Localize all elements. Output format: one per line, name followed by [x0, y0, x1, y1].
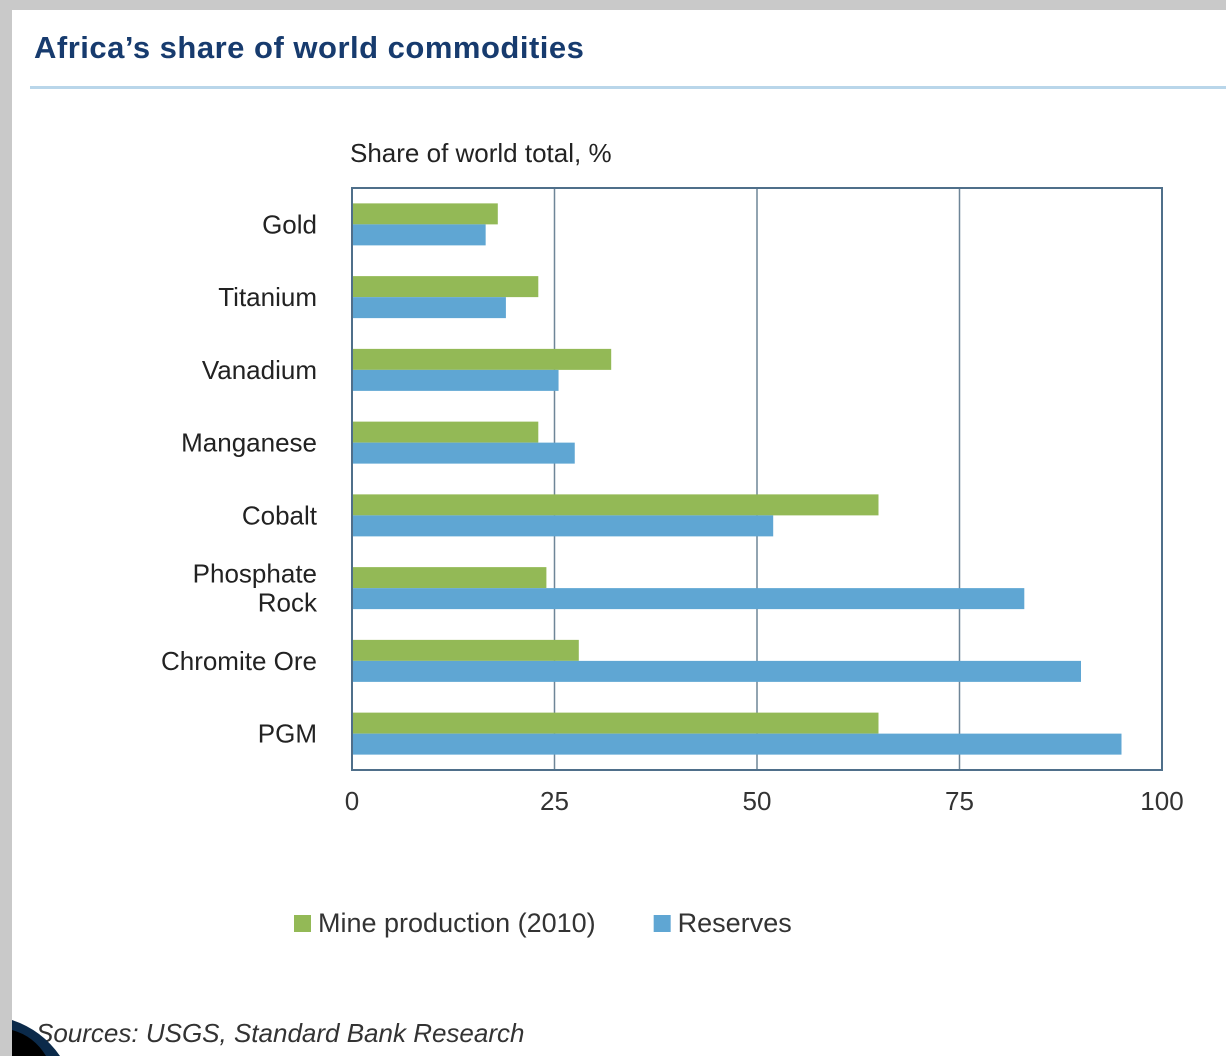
category-label: Phosphate Rock — [193, 559, 318, 618]
legend-label: Reserves — [678, 908, 792, 938]
bars — [353, 203, 1122, 755]
category-label: Vanadium — [202, 355, 317, 385]
category-label: Chromite Ore — [161, 646, 317, 676]
bar-reserves — [353, 733, 1122, 755]
title-divider — [30, 86, 1226, 89]
bar-mine-production — [353, 203, 498, 225]
decorative-swoosh — [12, 1020, 60, 1056]
category-label: Manganese — [181, 428, 317, 458]
category-label: PGM — [258, 719, 317, 749]
plot-border — [351, 187, 1163, 771]
bar-reserves — [353, 224, 486, 246]
bar-chart: Share of world total, % Gold Titanium Vana… — [161, 138, 1184, 938]
legend: Mine production (2010) Reserves — [294, 908, 792, 938]
bar-mine-production — [353, 494, 879, 516]
bar-mine-production — [353, 348, 612, 370]
grid-lines — [553, 188, 961, 770]
x-tick-label: 100 — [1140, 786, 1183, 816]
x-tick-labels: 0 25 50 75 100 — [345, 786, 1184, 816]
bar-reserves — [353, 588, 1025, 610]
bar-reserves — [353, 660, 1081, 682]
legend-label: Mine production (2010) — [318, 908, 596, 938]
x-tick-label: 50 — [743, 786, 772, 816]
bar-mine-production — [353, 276, 539, 298]
x-tick-label: 25 — [540, 786, 569, 816]
bar-reserves — [353, 297, 506, 319]
x-tick-label: 0 — [345, 786, 359, 816]
bar-mine-production — [353, 639, 579, 661]
bar-mine-production — [353, 421, 539, 443]
bar-reserves — [353, 442, 575, 464]
legend-swatch — [294, 915, 311, 932]
source-note: Sources: USGS, Standard Bank Research — [36, 1018, 525, 1048]
legend-swatch — [653, 915, 671, 932]
category-label: Cobalt — [242, 500, 318, 530]
bar-reserves — [353, 515, 774, 537]
category-label: Titanium — [218, 282, 317, 312]
bar-reserves — [353, 369, 559, 391]
bar-mine-production — [353, 712, 879, 734]
x-tick-label: 75 — [945, 786, 974, 816]
bar-mine-production — [353, 567, 547, 589]
chart-panel: Africa’s share of world commodities Shar… — [12, 10, 1226, 1056]
chart-subtitle: Share of world total, % — [350, 138, 612, 168]
category-label: Gold — [262, 209, 317, 239]
chart-title: Africa’s share of world commodities — [34, 30, 585, 65]
category-labels: Gold Titanium Vanadium Manganese Cobalt Phosp… — [161, 209, 318, 748]
